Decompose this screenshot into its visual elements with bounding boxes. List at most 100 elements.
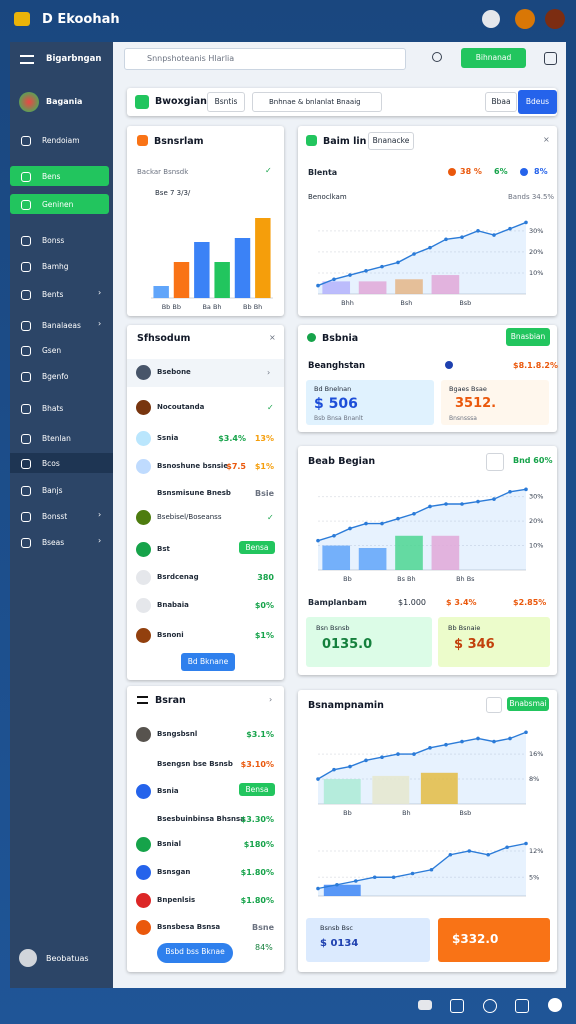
- card-button[interactable]: Bnabsmai: [507, 697, 549, 711]
- area-fill: [318, 222, 526, 294]
- nav-item[interactable]: Banjs: [10, 480, 113, 500]
- forecast-chart: 8% 16% Bb Bh Bsb: [316, 730, 543, 817]
- menu-icon[interactable]: [137, 696, 148, 704]
- legend-dot: [520, 168, 528, 176]
- nav-item[interactable]: Bonsst ›: [10, 506, 113, 526]
- y-tick-label: 5%: [529, 873, 539, 881]
- item-value: $1.80%: [240, 896, 274, 905]
- icon-button[interactable]: [486, 453, 504, 471]
- item-button[interactable]: Bensa: [239, 783, 275, 796]
- nav-item[interactable]: Gsen: [10, 340, 113, 360]
- bar: [395, 279, 423, 294]
- tab-button[interactable]: Bsntis: [207, 92, 245, 112]
- user-icon[interactable]: [432, 52, 442, 62]
- line-point: [492, 497, 496, 501]
- menu-icon[interactable]: [20, 55, 34, 64]
- nav-icon: [21, 486, 31, 496]
- settings-icon[interactable]: [544, 52, 557, 65]
- list-button[interactable]: Bd Bknane: [181, 653, 235, 671]
- y-tick-label: 30%: [529, 493, 543, 501]
- nav-icon: [21, 321, 31, 331]
- toolbar-search[interactable]: Bnhnae & bnlanlat Bnaaig: [252, 92, 382, 112]
- trend-chart: 10% 20% 30% Bhh Bsh Bsb: [316, 220, 543, 307]
- y-tick-label: 16%: [529, 750, 543, 758]
- stat-value: 0135.0: [322, 637, 373, 652]
- secondary-button[interactable]: Bbaa: [485, 92, 517, 112]
- nav-icon: [21, 236, 31, 246]
- toolbar-primary[interactable]: Bwoxgian: [155, 96, 207, 107]
- item-name: Nocoutanda: [157, 403, 205, 411]
- nav-item[interactable]: Btenlan: [10, 428, 113, 448]
- avatar[interactable]: [515, 9, 535, 29]
- item-name: Bsnoshune bsnsie: [157, 462, 229, 470]
- item-button[interactable]: Bensa: [239, 541, 275, 554]
- stat-box: Bsnsb Bsc $ 0134: [306, 918, 430, 962]
- nav-item[interactable]: Bents ›: [10, 284, 113, 304]
- nav-label: Bens: [42, 172, 61, 181]
- top-button[interactable]: Bihnanad: [461, 48, 526, 68]
- card-title: Bsbnia: [322, 333, 359, 344]
- line-point: [508, 226, 512, 231]
- nav-icon: [21, 262, 31, 272]
- icon-button[interactable]: [486, 697, 502, 713]
- card-icon: [137, 135, 148, 146]
- line-point: [364, 758, 368, 763]
- action-button[interactable]: Bdeus: [518, 90, 557, 114]
- bottom-icon[interactable]: [483, 999, 497, 1013]
- nav-item[interactable]: Bcos: [10, 453, 113, 473]
- nav-item[interactable]: Bseas ›: [10, 532, 113, 552]
- bottom-icon[interactable]: [450, 999, 464, 1013]
- avatar: [136, 400, 151, 415]
- check-icon: ✓: [265, 166, 272, 175]
- bar: [214, 262, 230, 298]
- card-button[interactable]: Bnanacke: [368, 132, 414, 150]
- chevron: ›: [98, 536, 102, 545]
- nav-item[interactable]: Geninen: [10, 194, 109, 214]
- user-name: Bagania: [46, 97, 83, 106]
- nav-item[interactable]: Bgenfo: [10, 366, 113, 386]
- item-name: Bsnia: [157, 787, 179, 795]
- nav-item[interactable]: Bens: [10, 166, 109, 186]
- avatar[interactable]: [482, 10, 500, 28]
- item-name: Bsebisel/Boseanss: [157, 513, 222, 521]
- bottom-icon[interactable]: [418, 1000, 432, 1010]
- row-label: Blenta: [308, 168, 338, 177]
- nav-item[interactable]: Bonss: [10, 230, 113, 250]
- stat-box: Bsn Bsnsb 0135.0: [306, 617, 432, 667]
- stat-value: $1.000: [398, 598, 426, 607]
- list-button[interactable]: Bsbd bss Bknae: [157, 943, 233, 963]
- chevron: ›: [98, 288, 102, 297]
- toolbar-search-text: Bnhnae & bnlanlat Bnaaig: [269, 98, 361, 106]
- nav-icon: [21, 538, 31, 548]
- nav-icon: [21, 434, 31, 444]
- stat-label: Bsnsb Bsc: [320, 924, 353, 932]
- footer-value: 84%: [255, 943, 273, 952]
- bar: [153, 286, 169, 298]
- stat-value: $2.85%: [513, 598, 547, 607]
- close[interactable]: ×: [269, 333, 276, 342]
- y-tick-label: 20%: [529, 517, 543, 525]
- search-box[interactable]: Snnpshoteanis Hlarlia: [124, 48, 406, 70]
- accounts-card: Bsran › Bsbd bss Bknae 84% Bsngsbsnl $3.1…: [127, 686, 284, 972]
- nav-item[interactable]: Rendoiam: [10, 130, 113, 150]
- close[interactable]: ×: [543, 135, 550, 144]
- line-point: [524, 220, 528, 225]
- line-point: [412, 752, 416, 756]
- chevron[interactable]: ›: [269, 695, 273, 704]
- toolbar: Bwoxgian Bsntis Bnhnae & bnlanlat Bnaaig…: [127, 88, 557, 116]
- bar: [322, 281, 351, 294]
- line-point: [391, 875, 396, 880]
- bottom-icon[interactable]: [548, 998, 562, 1012]
- item-value: $3.10%: [240, 760, 274, 769]
- bottom-icon[interactable]: [515, 999, 529, 1013]
- item-name: Bsnoni: [157, 631, 184, 639]
- line-point: [508, 736, 512, 741]
- avatar[interactable]: [545, 9, 565, 29]
- item-value: Bsie: [254, 489, 274, 498]
- card-button[interactable]: Bnasbian: [506, 328, 550, 346]
- nav-item[interactable]: Bhats: [10, 398, 113, 418]
- nav-item[interactable]: Bamhg: [10, 256, 113, 276]
- nav-item[interactable]: Banalaeas ›: [10, 315, 113, 335]
- line-point: [348, 764, 352, 769]
